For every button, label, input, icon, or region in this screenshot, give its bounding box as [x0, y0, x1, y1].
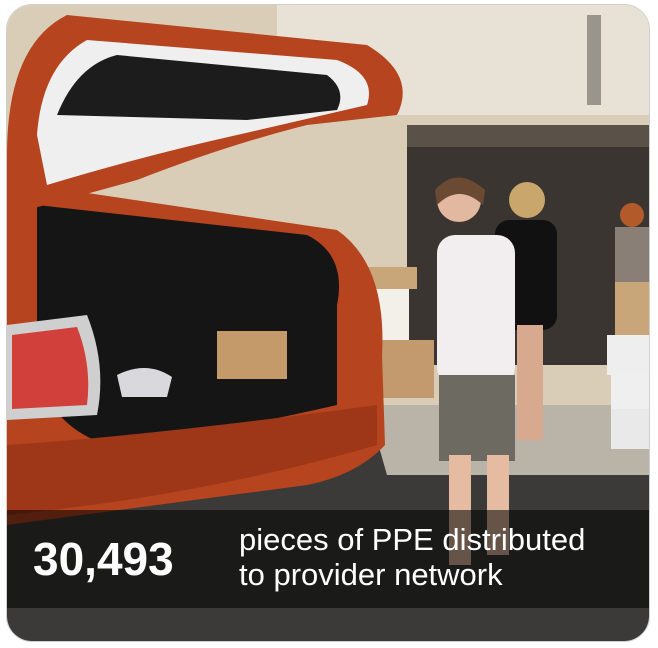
car: [7, 15, 403, 525]
stat-description: to provider network: [239, 557, 503, 592]
stat-description: pieces of PPE distributed: [239, 522, 585, 557]
stat-card: 30,493 pieces of PPE distributed to prov…: [6, 4, 650, 642]
page: 30,493 pieces of PPE distributed to prov…: [0, 0, 658, 648]
stat-number: 30,493: [33, 533, 174, 585]
door-frame: [407, 125, 650, 147]
pole: [587, 15, 601, 105]
photo: 30,493 pieces of PPE distributed to prov…: [7, 5, 650, 642]
